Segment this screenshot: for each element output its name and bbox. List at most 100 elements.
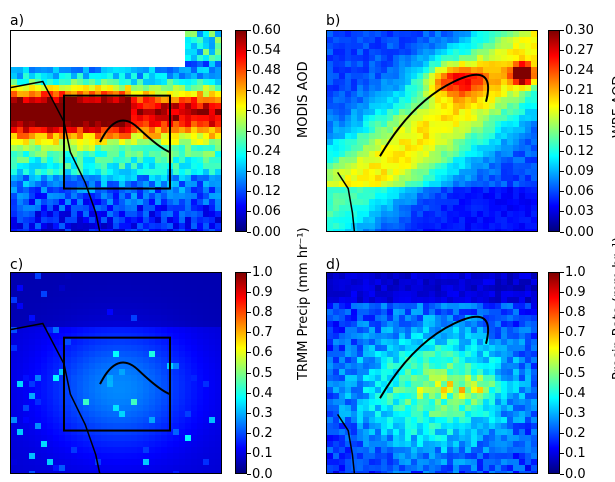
heatmap-cell: [95, 279, 101, 285]
heatmap-cell: [215, 121, 221, 127]
heatmap-cell: [89, 393, 95, 399]
heatmap-cell: [17, 393, 23, 399]
heatmap-cell: [453, 291, 459, 297]
heatmap-cell: [29, 321, 35, 327]
heatmap-cell: [381, 291, 387, 297]
heatmap-cell: [11, 121, 17, 127]
heatmap-cell: [507, 127, 513, 133]
heatmap-cell: [351, 193, 357, 199]
heatmap-cell: [65, 73, 71, 79]
heatmap-cell: [53, 85, 59, 91]
heatmap-cell: [495, 115, 501, 121]
heatmap-cell: [23, 453, 29, 459]
heatmap-cell: [203, 339, 209, 345]
heatmap-cell: [447, 417, 453, 423]
heatmap-cell: [95, 393, 101, 399]
heatmap-cell: [447, 315, 453, 321]
heatmap-cell: [423, 363, 429, 369]
heatmap-cell: [429, 205, 435, 211]
heatmap-cell: [489, 127, 495, 133]
heatmap-cell: [483, 393, 489, 399]
heatmap-cell: [191, 303, 197, 309]
heatmap-cell: [17, 109, 23, 115]
heatmap-cell: [23, 417, 29, 423]
heatmap-cell: [95, 357, 101, 363]
heatmap-cell: [197, 229, 203, 231]
heatmap-cell: [119, 67, 125, 73]
heatmap-cell: [155, 393, 161, 399]
heatmap-cell: [107, 441, 113, 447]
heatmap-cell: [161, 399, 167, 405]
heatmap-cell: [173, 79, 179, 85]
heatmap-cell: [11, 333, 17, 339]
heatmap-cell: [83, 199, 89, 205]
heatmap-cell: [405, 121, 411, 127]
heatmap-cell: [375, 429, 381, 435]
heatmap-cell: [107, 67, 113, 73]
heatmap-cell: [155, 97, 161, 103]
heatmap-cell: [483, 223, 489, 229]
heatmap-cell: [435, 115, 441, 121]
heatmap-cell: [71, 411, 77, 417]
heatmap-cell: [507, 55, 513, 61]
heatmap-cell: [143, 435, 149, 441]
heatmap-cell: [429, 199, 435, 205]
heatmap-cell: [507, 393, 513, 399]
heatmap-cell: [149, 163, 155, 169]
heatmap-cell: [179, 217, 185, 223]
heatmap-cell: [167, 187, 173, 193]
heatmap-cell: [441, 217, 447, 223]
heatmap-cell: [71, 127, 77, 133]
heatmap-cell: [387, 315, 393, 321]
heatmap-cell: [161, 175, 167, 181]
heatmap-cell: [483, 127, 489, 133]
heatmap-cell: [47, 441, 53, 447]
heatmap-cell: [345, 139, 351, 145]
heatmap-cell: [501, 205, 507, 211]
heatmap-cell: [101, 91, 107, 97]
heatmap-cell: [357, 339, 363, 345]
heatmap-cell: [71, 333, 77, 339]
heatmap-cell: [453, 139, 459, 145]
heatmap-cell: [149, 85, 155, 91]
heatmap-cell: [209, 471, 215, 473]
heatmap-cell: [483, 229, 489, 231]
heatmap-cell: [453, 127, 459, 133]
heatmap-cell: [77, 157, 83, 163]
heatmap-cell: [125, 187, 131, 193]
heatmap-cell: [71, 187, 77, 193]
heatmap-cell: [489, 273, 495, 279]
heatmap-cell: [191, 127, 197, 133]
heatmap-cell: [465, 363, 471, 369]
heatmap-cell: [441, 169, 447, 175]
heatmap-cell: [107, 321, 113, 327]
heatmap-cell: [471, 91, 477, 97]
heatmap-cell: [47, 169, 53, 175]
heatmap-cell: [197, 447, 203, 453]
heatmap-cell: [429, 357, 435, 363]
heatmap-cell: [95, 67, 101, 73]
heatmap-cell: [477, 181, 483, 187]
heatmap-cell: [399, 199, 405, 205]
heatmap-cell: [185, 97, 191, 103]
heatmap-cell: [393, 109, 399, 115]
heatmap-cell: [191, 339, 197, 345]
colorbar-tickmark: [560, 90, 564, 92]
heatmap-cell: [35, 223, 41, 229]
heatmap-cell: [381, 375, 387, 381]
heatmap-cell: [423, 399, 429, 405]
heatmap-cell: [501, 387, 507, 393]
heatmap-cell: [375, 447, 381, 453]
heatmap-cell: [167, 199, 173, 205]
heatmap-cell: [483, 79, 489, 85]
heatmap-cell: [161, 193, 167, 199]
heatmap-cell: [477, 49, 483, 55]
heatmap-cell: [435, 291, 441, 297]
heatmap-cell: [357, 67, 363, 73]
heatmap-cell: [125, 321, 131, 327]
heatmap-cell: [531, 369, 537, 375]
heatmap-cell: [327, 393, 333, 399]
heatmap-cell: [155, 223, 161, 229]
heatmap-cell: [47, 339, 53, 345]
heatmap-cell: [77, 435, 83, 441]
